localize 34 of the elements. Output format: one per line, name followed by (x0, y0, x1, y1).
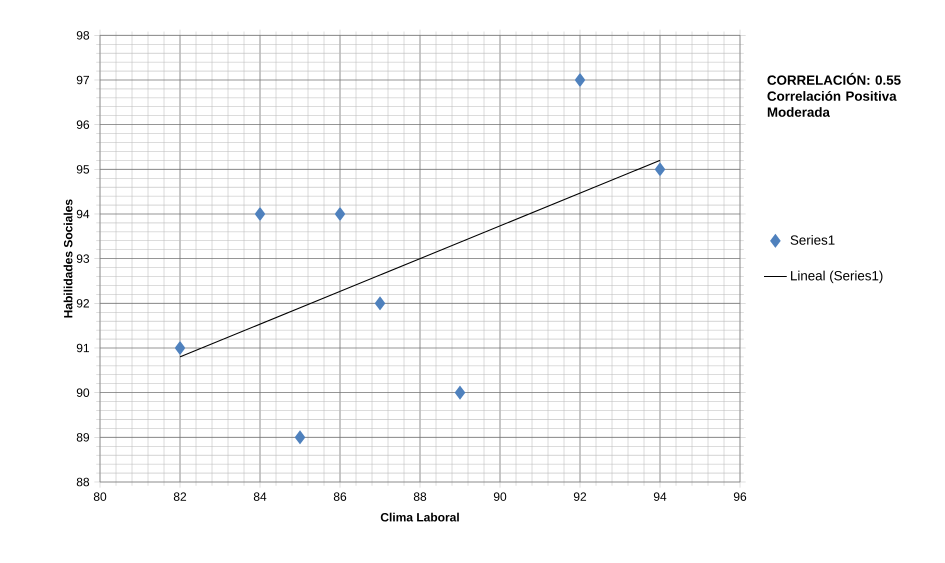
point (574, 73, 586, 87)
x-tick-label: 80 (94, 492, 106, 501)
legend-label: Lineal (Series1) (791, 270, 882, 284)
y-tick-label: 98 (76, 31, 90, 40)
y-tick-label: 91 (76, 344, 90, 352)
point (334, 207, 346, 221)
x-tick-label: 94 (654, 492, 666, 501)
point (294, 430, 306, 444)
y-tick-label: 96 (76, 120, 90, 129)
x-tick-label: 82 (174, 492, 186, 501)
y-tick-label: 94 (76, 210, 90, 218)
legend-label: Series1 (790, 234, 835, 245)
y-tick-label: 92 (76, 299, 89, 308)
point (254, 207, 266, 221)
y-tick-label: 90 (76, 388, 90, 397)
x-tick-label: 92 (574, 492, 586, 501)
y-tick-label: 97 (76, 76, 89, 84)
point (454, 386, 466, 400)
point (374, 296, 386, 310)
y-tick-label: 89 (76, 433, 90, 442)
x-tick-label: 86 (334, 492, 346, 501)
x-tick-label: 84 (254, 492, 266, 501)
x-tick-label: 90 (494, 492, 506, 501)
y-tick-label: 93 (76, 254, 90, 263)
x-tick-label: 96 (734, 492, 746, 501)
text: Correlación Positiva Moderada (767, 90, 897, 117)
y-axis-title: Habilidades Sociales (64, 199, 72, 318)
y-tick-label: 95 (76, 165, 90, 174)
point (174, 341, 186, 355)
x-axis-title: Clima Laboral (380, 512, 459, 522)
y-tick-label: 88 (76, 478, 90, 486)
point (654, 162, 666, 176)
text: CORRELACIÓN: 0.55 (767, 72, 901, 85)
x-tick-label: 88 (414, 492, 426, 501)
